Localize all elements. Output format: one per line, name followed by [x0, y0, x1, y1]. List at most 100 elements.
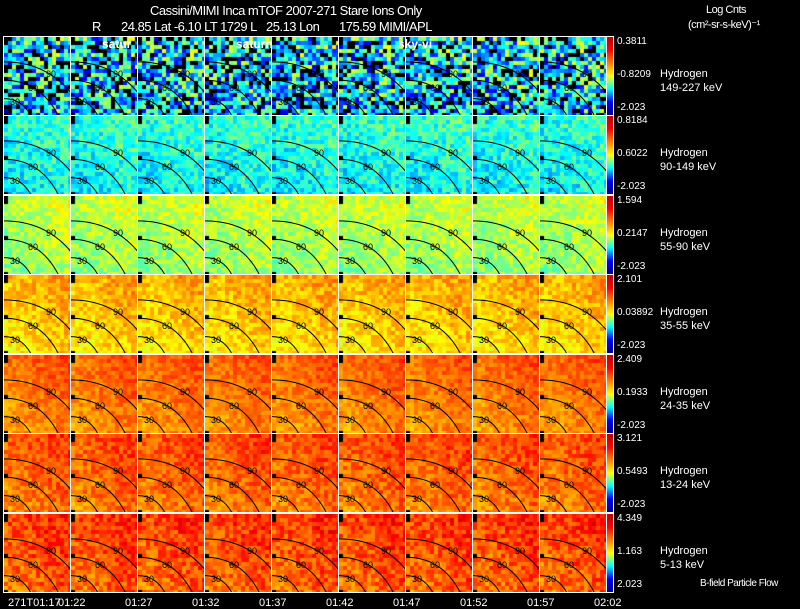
contour-line: [406, 538, 472, 570]
contour-line: [339, 458, 405, 490]
contour-line: [138, 220, 204, 252]
colorbar-mid-label: 0.6022: [617, 148, 648, 159]
contour-line: [339, 98, 366, 115]
species-label: Hydrogen: [660, 227, 708, 239]
contour-label: 60: [229, 560, 239, 570]
contour-label: 90: [448, 466, 458, 476]
heatmap-pixels: [540, 355, 606, 433]
contour-label: 30: [345, 176, 355, 186]
contour-label: 30: [278, 97, 288, 107]
heatmap-pixels: [406, 355, 472, 433]
heatmap-panel: 30 60 90: [271, 513, 339, 593]
contour-label: 60: [229, 321, 239, 331]
heatmap-panel: 30 60 90: [70, 195, 138, 275]
contour-line: [473, 61, 539, 93]
heatmap-panel: 30 60 90: [204, 36, 272, 116]
contour-line: [272, 336, 299, 353]
contour-line: [138, 98, 165, 115]
contour-label: 90: [46, 307, 56, 317]
x-tick-label: 01:32: [192, 597, 220, 609]
contour-label: 90: [113, 546, 123, 556]
contour-line: [406, 299, 472, 331]
x-tick-label: 02:02: [594, 597, 622, 609]
contour-label: 60: [296, 401, 306, 411]
contour-lines: 30 60 90: [71, 61, 137, 115]
heatmap-panel: 30 60 90: [472, 36, 540, 116]
contour-label: 60: [497, 83, 507, 93]
contour-line: [540, 61, 606, 93]
contour-label: 30: [412, 176, 422, 186]
heatmap-panel: 30 60 90: [405, 274, 473, 354]
contour-label: 30: [412, 574, 422, 584]
contour-label: 30: [77, 335, 87, 345]
contour-line: [272, 299, 338, 331]
heatmap-panel: 30 60 90: [472, 115, 540, 195]
heatmap-pixels: [473, 514, 539, 592]
contour-line: [272, 397, 327, 433]
contour-line: [205, 416, 232, 433]
contour-line: [473, 556, 528, 592]
position-readout: 24.85 Lat -6.10 LT 1729 L: [121, 19, 257, 34]
contour-label: 30: [278, 256, 288, 266]
contour-line: [4, 379, 70, 411]
contour-line: [138, 257, 165, 274]
contour-line: [71, 495, 98, 512]
heatmap-pixels: [138, 355, 204, 433]
units-label: Log Cnts: [706, 4, 747, 16]
colorbar-max-label: 4.349: [617, 513, 643, 524]
heatmap-pixels: [540, 434, 606, 512]
heatmap-panel: 30 60 90: [3, 36, 71, 116]
contour-label: 30: [479, 335, 489, 345]
contour-label: 90: [381, 307, 391, 317]
contour-line: [272, 495, 299, 512]
contour-line: [138, 458, 204, 490]
contour-line: [205, 79, 260, 115]
heatmap-panel: 30 60 90: [137, 513, 205, 593]
contour-line: [540, 397, 595, 433]
contour-label: 60: [564, 162, 574, 172]
heatmap-pixels: [473, 37, 539, 115]
heatmap-panel: 30 60 90: [405, 354, 473, 434]
contour-line: [406, 458, 472, 490]
heatmap-panel: 30 60 90: [539, 354, 607, 434]
row-label: Hydrogen 90-149 keV: [660, 146, 716, 174]
contour-label: 60: [430, 242, 440, 252]
contour-line: [540, 495, 567, 512]
x-tick-label: 01:57: [527, 597, 555, 609]
contour-line: [71, 61, 137, 93]
contour-label: 90: [247, 148, 257, 158]
heatmap-panel: 30 60 90: [472, 433, 540, 513]
contour-label: 90: [314, 69, 324, 79]
contour-line: [339, 575, 366, 592]
contour-line: [138, 61, 204, 93]
x-tick-label: 01:37: [259, 597, 287, 609]
heatmap-pixels: [205, 275, 271, 353]
contour-line: [205, 98, 232, 115]
row-label: Hydrogen 13-24 keV: [660, 464, 710, 492]
contour-label: 90: [46, 69, 56, 79]
species-label: Hydrogen: [660, 386, 708, 398]
colorbar-mid-label: 0.1933: [617, 387, 648, 398]
heatmap-pixels: [540, 514, 606, 592]
heatmap-pixels: [540, 275, 606, 353]
heatmap-pixels: [4, 275, 70, 353]
contour-label: 90: [113, 307, 123, 317]
heatmap-panel: 30 60 90: [70, 274, 138, 354]
contour-label: 90: [247, 228, 257, 238]
contour-line: [406, 336, 433, 353]
contour-line: [71, 317, 126, 353]
contour-line: [473, 299, 539, 331]
contour-label: 90: [46, 148, 56, 158]
contour-label: 90: [582, 69, 592, 79]
contour-line: [406, 397, 461, 433]
contour-label: 60: [95, 480, 105, 490]
heatmap-pixels: [339, 355, 405, 433]
contour-label: 30: [10, 335, 20, 345]
heatmap-panel: 30 60 90: [472, 354, 540, 434]
heatmap-panel: 30 60 90: [405, 433, 473, 513]
contour-label: 90: [381, 466, 391, 476]
species-label: Hydrogen: [660, 465, 708, 477]
contour-line: [406, 238, 461, 274]
contour-lines: 30 60 90: [339, 299, 405, 353]
contour-lines: 30 60 90: [540, 379, 606, 433]
